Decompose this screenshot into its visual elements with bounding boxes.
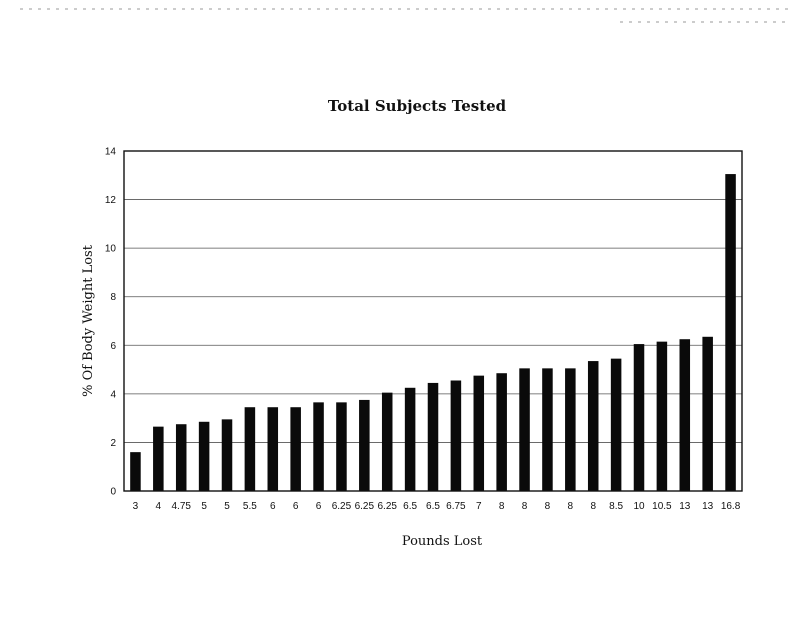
x-tick-label: 7 [476, 501, 482, 512]
chart-title: Total Subjects Tested [328, 97, 507, 115]
bar [587, 361, 599, 491]
y-tick-label: 6 [110, 341, 116, 352]
y-axis-label: % Of Body Weight Lost [81, 244, 96, 397]
x-tick-label: 6 [293, 501, 299, 512]
x-tick-label: 8 [499, 501, 505, 512]
y-tick-label: 2 [110, 438, 116, 449]
x-tick-label: 6.5 [403, 501, 417, 512]
x-tick-label: 8 [568, 501, 574, 512]
bar [267, 407, 279, 491]
bar [702, 336, 713, 491]
bar [565, 368, 576, 491]
x-tick-label: 16.8 [721, 501, 741, 512]
bar [427, 382, 439, 491]
bars [130, 174, 736, 492]
x-tick-label: 6.25 [355, 501, 375, 512]
bar [198, 421, 210, 491]
bar [153, 426, 164, 491]
bar [175, 424, 187, 491]
x-tick-label: 5 [224, 501, 230, 512]
bar [244, 407, 256, 491]
x-tick-label: 8 [590, 501, 596, 512]
bar [656, 341, 668, 491]
bar [313, 402, 324, 491]
x-tick-label: 13 [679, 501, 691, 512]
plot-frame [123, 150, 743, 492]
x-tick-label: 6 [270, 501, 276, 512]
x-tick-label: 8 [545, 501, 551, 512]
x-tick-label: 10 [633, 501, 645, 512]
y-tick-label: 12 [105, 195, 117, 206]
bar [519, 368, 530, 491]
x-tick-label: 4 [156, 501, 162, 512]
bar [633, 344, 645, 491]
y-tick-label: 14 [105, 147, 117, 158]
bar [359, 399, 370, 491]
x-tick-label: 6 [316, 501, 322, 512]
x-tick-label: 13 [702, 501, 714, 512]
bar [542, 368, 553, 491]
bar [679, 339, 691, 491]
y-tick-label: 8 [110, 292, 116, 303]
x-tick-label: 5.5 [243, 501, 257, 512]
bar [473, 375, 485, 491]
y-tick-label: 4 [110, 389, 116, 400]
x-tick-label: 6.75 [446, 501, 466, 512]
x-tick-label: 3 [133, 501, 139, 512]
x-tick-label: 8.5 [609, 501, 623, 512]
x-tick-label: 5 [201, 501, 207, 512]
bar [450, 380, 462, 491]
bar [496, 373, 507, 491]
y-tick-label: 0 [110, 487, 116, 498]
bar [221, 419, 233, 491]
x-tick-label: 8 [522, 501, 528, 512]
bar [404, 387, 416, 491]
x-tick-labels: 3 4 4.75 5 5 5.5 6 6 6 6.25 6.25 6.25 6.5 6.5 6.75 7 8 8 8… [133, 501, 741, 512]
bar [725, 174, 736, 492]
bar [336, 402, 347, 491]
bar [381, 392, 393, 491]
x-tick-label: 4.75 [171, 501, 191, 512]
y-tick-label: 10 [105, 244, 117, 255]
bar [610, 358, 622, 491]
y-tick-labels: 0 2 4 6 8 10 12 14 [105, 147, 117, 498]
x-tick-label: 6.5 [426, 501, 440, 512]
x-tick-label: 10.5 [652, 501, 672, 512]
x-tick-label: 6.25 [377, 501, 397, 512]
x-axis-label: Pounds Lost [402, 534, 483, 549]
bar [130, 452, 141, 491]
x-tick-label: 6.25 [332, 501, 352, 512]
bar [290, 407, 301, 491]
